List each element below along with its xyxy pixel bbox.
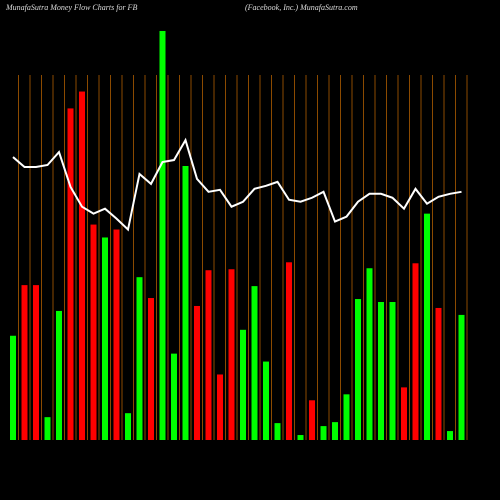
bar [447,431,453,440]
bar [217,374,223,440]
bar [274,423,281,440]
bar [378,302,384,440]
chart-title: MunafaSutra Money Flow Charts for FB [5,3,137,12]
bar [159,30,166,441]
bar [10,335,16,440]
bar [136,277,143,440]
bar [21,285,28,440]
bar [343,394,350,440]
bar [182,165,189,440]
bar [424,213,430,440]
bar [125,413,131,440]
bar [79,91,85,440]
bar [194,305,200,440]
bar [251,286,258,440]
bar [389,302,396,440]
chart-subtitle: (Facebook, Inc.) MunafaSutra.com [245,3,358,12]
bar [458,314,465,440]
bar [228,269,235,440]
bar [113,229,120,440]
bar [33,285,39,440]
bar [366,268,373,440]
bar [412,263,419,440]
bar [171,353,177,440]
bar [240,329,246,440]
bar [56,310,62,440]
bar [102,237,108,440]
bar [205,270,212,440]
bar [286,262,292,440]
bar [67,108,74,440]
money-flow-line [12,137,462,232]
bar [320,426,327,440]
bar [401,387,407,440]
bar [332,422,338,440]
bar [148,298,154,440]
bar [355,299,361,440]
bar [263,361,269,440]
bar [435,307,442,440]
bar [90,224,97,440]
bar [309,400,315,440]
bar [297,435,304,440]
bar [44,417,51,440]
